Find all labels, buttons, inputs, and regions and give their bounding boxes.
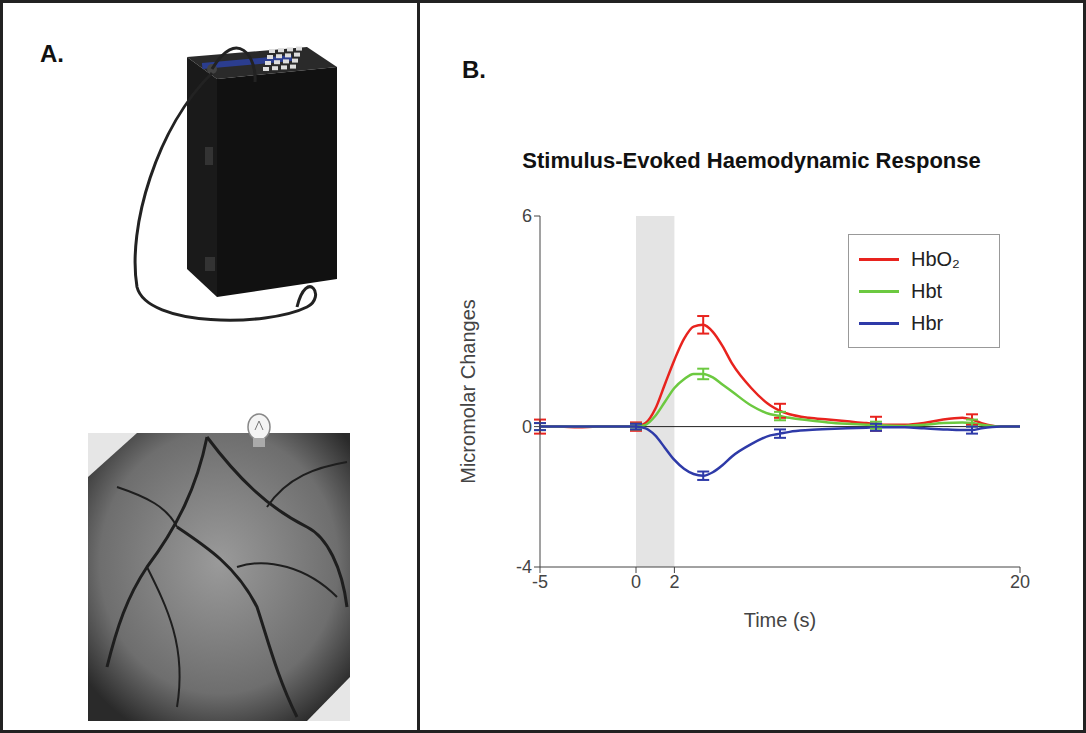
- svg-text:Micromolar Changes: Micromolar Changes: [457, 299, 479, 484]
- svg-text:2: 2: [669, 572, 679, 592]
- html-text:Hbt: Hbt: [911, 279, 943, 302]
- html-text:Hbr: Hbr: [911, 311, 944, 334]
- svg-text:20: 20: [1010, 572, 1030, 592]
- html-text:HbO₂: HbO₂: [911, 247, 960, 270]
- svg-text:-4: -4: [516, 557, 532, 577]
- svg-text:0: 0: [631, 572, 641, 592]
- html-text:A.: A.: [40, 40, 64, 67]
- html-text:B.: B.: [462, 56, 486, 83]
- svg-text:6: 6: [522, 206, 532, 226]
- svg-text:Time (s): Time (s): [744, 609, 817, 631]
- html-text:Stimulus-Evoked Haemodynamic R: Stimulus-Evoked Haemodynamic Response: [522, 148, 981, 173]
- svg-text:0: 0: [522, 417, 532, 437]
- svg-text:-5: -5: [532, 572, 548, 592]
